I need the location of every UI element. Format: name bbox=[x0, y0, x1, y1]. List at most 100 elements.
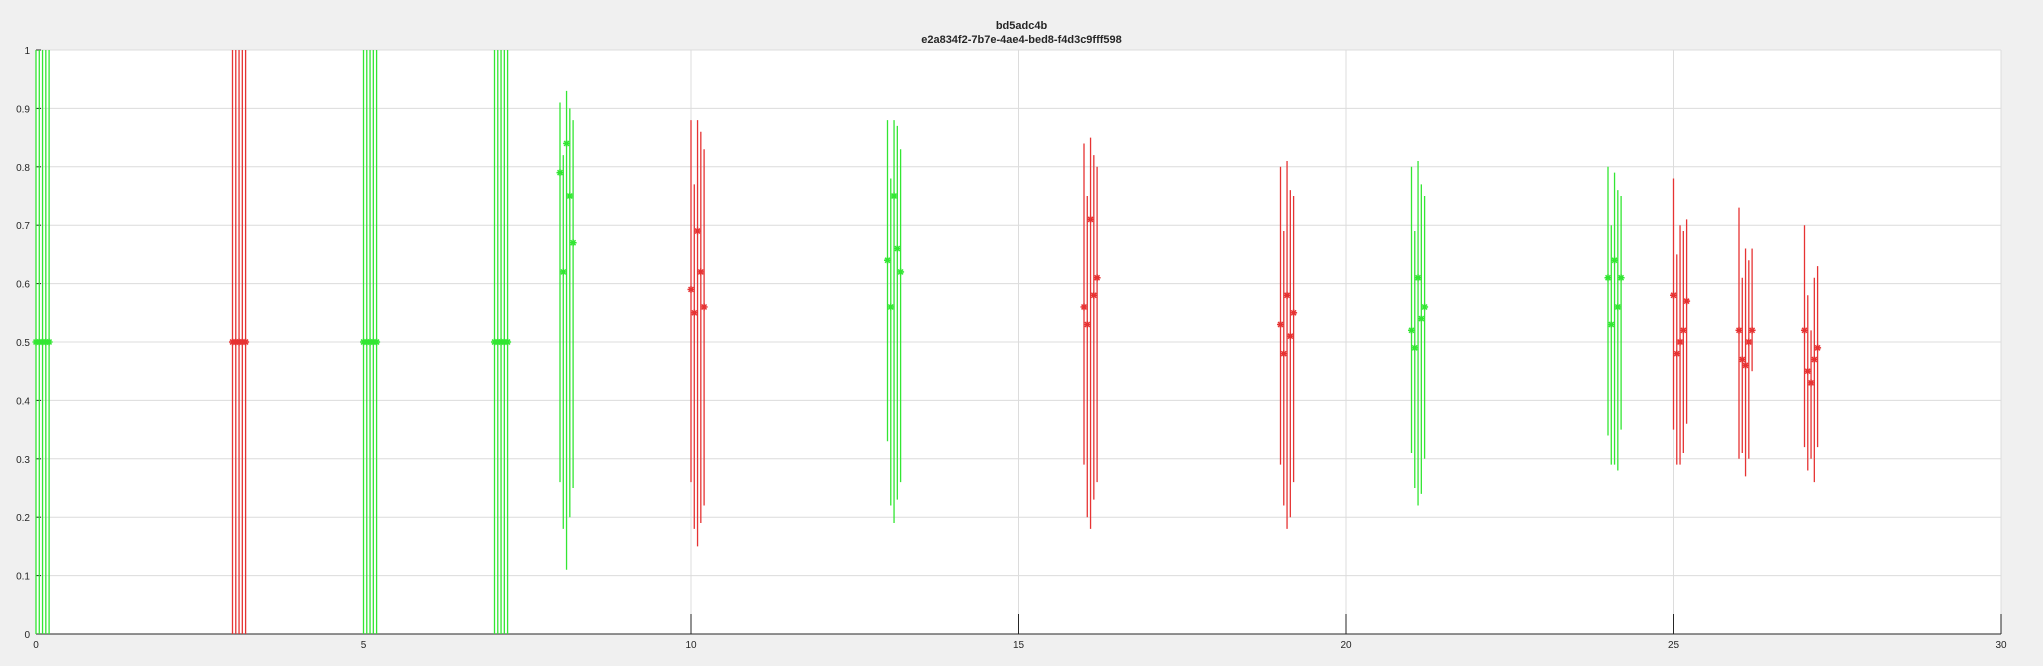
data-point-marker bbox=[1683, 297, 1691, 305]
marker-stroke bbox=[557, 169, 563, 176]
data-point-marker bbox=[559, 268, 567, 276]
data-point-marker bbox=[45, 338, 53, 346]
data-point-marker bbox=[897, 268, 905, 276]
marker-stroke bbox=[1742, 362, 1749, 369]
x-tick-label: 10 bbox=[685, 640, 697, 651]
marker-stroke bbox=[697, 268, 704, 275]
marker-stroke bbox=[560, 268, 567, 275]
marker-stroke bbox=[1280, 350, 1287, 357]
data-point-marker bbox=[1735, 326, 1743, 334]
data-point-marker bbox=[690, 309, 698, 317]
marker-stroke bbox=[1094, 274, 1101, 281]
marker-stroke bbox=[563, 140, 570, 147]
data-series bbox=[32, 50, 1822, 634]
data-point-marker bbox=[1417, 315, 1425, 323]
data-point-marker bbox=[1670, 291, 1677, 299]
marker-stroke bbox=[566, 193, 573, 199]
data-point-marker bbox=[556, 169, 564, 177]
data-point-marker bbox=[1617, 274, 1625, 282]
data-point-marker bbox=[697, 268, 705, 276]
marker-stroke bbox=[373, 339, 380, 345]
y-tick-label: 0.6 bbox=[16, 280, 30, 291]
data-point-marker bbox=[1611, 256, 1619, 264]
data-point-marker bbox=[1742, 361, 1750, 369]
marker-stroke bbox=[691, 309, 698, 316]
marker-stroke bbox=[1749, 327, 1756, 334]
marker-stroke bbox=[701, 303, 708, 310]
marker-stroke bbox=[242, 339, 249, 345]
marker-stroke bbox=[1677, 339, 1684, 345]
y-tick-label: 0.5 bbox=[16, 338, 30, 349]
data-point-marker bbox=[1087, 215, 1095, 223]
data-point-marker bbox=[1679, 326, 1687, 334]
marker-stroke bbox=[1736, 327, 1742, 334]
marker-stroke bbox=[1284, 292, 1291, 299]
x-tick-label: 30 bbox=[1995, 640, 2007, 651]
data-point-marker bbox=[1280, 350, 1288, 358]
marker-stroke bbox=[1605, 274, 1611, 281]
data-point-marker bbox=[700, 303, 708, 311]
y-tick-label: 0.1 bbox=[16, 572, 30, 583]
y-tick-label: 0.8 bbox=[16, 163, 30, 174]
marker-stroke bbox=[688, 286, 694, 293]
marker-stroke bbox=[1614, 303, 1621, 310]
data-point-marker bbox=[1283, 291, 1291, 299]
data-point-marker bbox=[569, 239, 577, 247]
data-point-marker bbox=[373, 338, 381, 346]
marker-stroke bbox=[1608, 321, 1615, 328]
x-tick-label: 5 bbox=[361, 640, 367, 651]
data-point-marker bbox=[1607, 320, 1615, 328]
data-point-marker bbox=[563, 139, 571, 147]
marker-stroke bbox=[894, 245, 901, 252]
marker-stroke bbox=[1290, 309, 1297, 316]
data-point-marker bbox=[893, 245, 901, 253]
marker-stroke bbox=[887, 303, 894, 310]
x-tick-label: 25 bbox=[1668, 640, 1680, 651]
data-point-marker bbox=[1408, 326, 1415, 334]
marker-stroke bbox=[1277, 321, 1284, 328]
marker-stroke bbox=[1087, 216, 1094, 223]
data-point-marker bbox=[884, 256, 891, 264]
marker-stroke bbox=[1670, 292, 1677, 299]
data-point-marker bbox=[687, 285, 695, 293]
data-point-marker bbox=[504, 338, 512, 346]
data-point-marker bbox=[242, 338, 250, 346]
x-tick-label: 0 bbox=[33, 640, 39, 651]
data-point-marker bbox=[1810, 356, 1818, 364]
marker-stroke bbox=[1090, 292, 1097, 299]
data-point-marker bbox=[1414, 274, 1422, 282]
marker-stroke bbox=[1084, 321, 1091, 328]
data-point-marker bbox=[1080, 303, 1088, 311]
y-tick-label: 0.9 bbox=[16, 104, 30, 115]
marker-stroke bbox=[891, 193, 898, 199]
marker-stroke bbox=[570, 239, 577, 246]
y-tick-label: 0 bbox=[24, 630, 30, 641]
x-tick-label: 15 bbox=[1013, 640, 1025, 651]
data-point-marker bbox=[1748, 326, 1756, 334]
data-point-marker bbox=[1421, 303, 1429, 311]
y-tick-label: 0.3 bbox=[16, 455, 30, 466]
marker-stroke bbox=[1411, 344, 1418, 351]
data-point-marker bbox=[1090, 291, 1098, 299]
data-point-marker bbox=[1673, 350, 1681, 358]
marker-stroke bbox=[1673, 350, 1680, 357]
data-point-marker bbox=[1676, 338, 1684, 346]
data-point-marker bbox=[694, 227, 702, 235]
marker-stroke bbox=[46, 339, 53, 345]
marker-stroke bbox=[897, 268, 904, 275]
marker-stroke bbox=[1801, 327, 1808, 334]
data-point-marker bbox=[1814, 344, 1822, 352]
y-tick-label: 1 bbox=[24, 46, 30, 57]
data-point-marker bbox=[1411, 344, 1419, 352]
tick-labels: 0 5 10 15 20 25 30 0 0.1 0.2 0.3 0.4 0.5 0.6 0.7 0.8 0.9… bbox=[16, 46, 2007, 651]
marker-stroke bbox=[884, 257, 891, 264]
marker-stroke bbox=[1421, 303, 1428, 310]
x-tick-label: 20 bbox=[1340, 640, 1352, 651]
marker-stroke bbox=[1418, 315, 1425, 322]
data-point-marker bbox=[1745, 338, 1753, 346]
chart-title: bd5adc4b bbox=[995, 20, 1048, 32]
marker-stroke bbox=[1739, 356, 1746, 363]
y-tick-label: 0.2 bbox=[16, 513, 30, 524]
data-point-marker bbox=[890, 192, 898, 200]
